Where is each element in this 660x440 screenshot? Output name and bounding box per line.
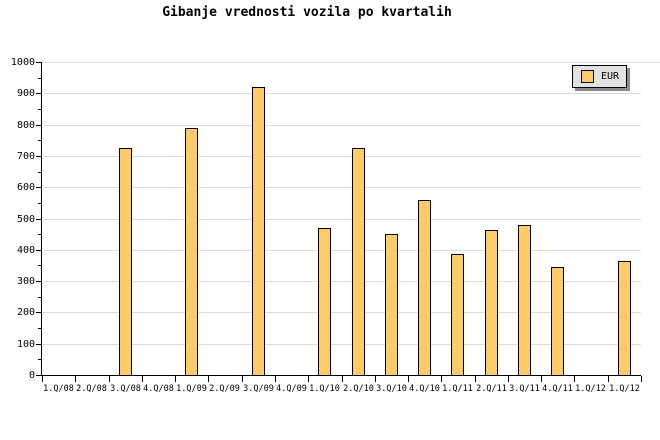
y-tick-minor: [38, 328, 41, 329]
gridline: [42, 281, 641, 282]
legend: EUR: [572, 65, 627, 88]
x-tick: [441, 376, 442, 382]
bar: [185, 128, 198, 376]
x-tick: [109, 376, 110, 382]
x-tick: [375, 376, 376, 382]
y-tick-major: [36, 219, 41, 220]
x-tick-label: 2.Q/09: [209, 384, 240, 394]
bar: [451, 254, 464, 376]
y-tick-minor: [38, 109, 41, 110]
x-tick: [475, 376, 476, 382]
gridline: [42, 219, 641, 220]
x-tick: [541, 376, 542, 382]
y-tick-minor: [38, 78, 41, 79]
gridline: [42, 125, 641, 126]
y-tick-minor: [38, 172, 41, 173]
y-tick-label: 900: [16, 88, 35, 99]
x-tick-label: 1.Q/11: [442, 384, 473, 394]
y-tick-label: 500: [16, 214, 35, 225]
x-tick: [75, 376, 76, 382]
y-tick-label: 0: [28, 370, 35, 381]
bar: [385, 234, 398, 376]
y-tick-major: [36, 375, 41, 376]
x-tick-label: 1.Q/08: [43, 384, 74, 394]
x-tick: [408, 376, 409, 382]
y-tick-major: [36, 281, 41, 282]
x-tick-label: 1.Q/12: [575, 384, 606, 394]
x-tick-label: 3.Q/08: [110, 384, 141, 394]
x-tick-label: 3.Q/11: [509, 384, 540, 394]
gridline: [42, 62, 660, 63]
y-tick-minor: [38, 265, 41, 266]
y-tick-major: [36, 312, 41, 313]
y-axis: [41, 62, 42, 376]
gridline: [42, 187, 641, 188]
x-tick: [308, 376, 309, 382]
bar: [618, 261, 631, 376]
x-tick: [208, 376, 209, 382]
y-tick-label: 100: [16, 339, 35, 350]
gridline: [42, 344, 641, 345]
y-tick-minor: [38, 203, 41, 204]
x-tick-label: 4.Q/10: [409, 384, 440, 394]
x-tick: [342, 376, 343, 382]
x-tick: [242, 376, 243, 382]
x-tick-label: 2.Q/11: [476, 384, 507, 394]
gridline: [42, 156, 641, 157]
y-tick-major: [36, 125, 41, 126]
bar: [418, 200, 431, 376]
y-tick-label: 300: [16, 276, 35, 287]
bar: [318, 228, 331, 376]
y-tick-minor: [38, 234, 41, 235]
y-tick-major: [36, 344, 41, 345]
y-tick-label: 600: [16, 182, 35, 193]
bar: [119, 148, 132, 376]
gridline: [42, 93, 641, 94]
y-tick-label: 800: [16, 120, 35, 131]
y-tick-major: [36, 250, 41, 251]
y-tick-major: [36, 62, 41, 63]
x-tick-label: 1.Q/09: [176, 384, 207, 394]
x-tick-label: 4.Q/11: [542, 384, 573, 394]
bar: [518, 225, 531, 376]
y-tick-label: 700: [16, 151, 35, 162]
gridline: [42, 312, 641, 313]
y-tick-minor: [38, 297, 41, 298]
y-tick-label: 200: [16, 307, 35, 318]
chart-title: Gibanje vrednosti vozila po kvartalih: [162, 5, 452, 20]
x-tick: [608, 376, 609, 382]
y-tick-minor: [38, 140, 41, 141]
x-axis: [41, 375, 641, 376]
legend-swatch-icon: [581, 70, 594, 83]
gridline: [42, 250, 641, 251]
bar: [352, 148, 365, 376]
x-tick-label: 3.Q/10: [376, 384, 407, 394]
y-tick-label: 1000: [10, 57, 35, 68]
x-tick: [42, 376, 43, 382]
bar: [485, 230, 498, 376]
x-tick: [275, 376, 276, 382]
x-tick-label: 1.Q/12: [609, 384, 640, 394]
x-tick: [175, 376, 176, 382]
x-tick-label: 3.Q/09: [243, 384, 274, 394]
y-tick-minor: [38, 359, 41, 360]
y-tick-label: 400: [16, 245, 35, 256]
x-tick: [508, 376, 509, 382]
x-tick-label: 2.Q/08: [76, 384, 107, 394]
x-tick: [142, 376, 143, 382]
bar: [551, 267, 564, 376]
y-tick-major: [36, 93, 41, 94]
legend-label: EUR: [601, 71, 620, 82]
y-tick-major: [36, 156, 41, 157]
bar: [252, 87, 265, 376]
x-tick-label: 2.Q/10: [343, 384, 374, 394]
y-tick-major: [36, 187, 41, 188]
x-tick: [641, 376, 642, 382]
x-tick-label: 1.Q/10: [309, 384, 340, 394]
x-tick: [574, 376, 575, 382]
x-tick-label: 4.Q/09: [276, 384, 307, 394]
x-tick-label: 4.Q/08: [143, 384, 174, 394]
